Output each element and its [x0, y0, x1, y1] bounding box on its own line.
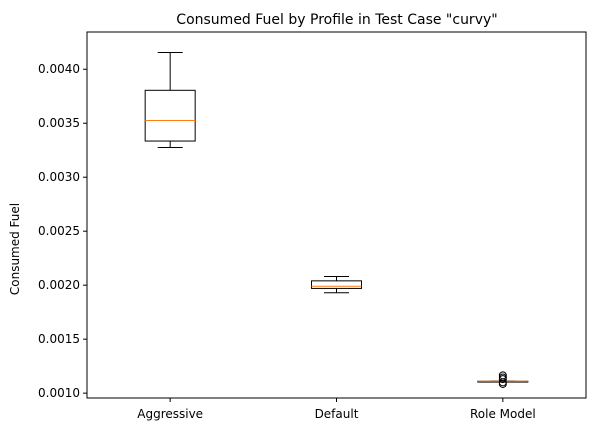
y-tick-label: 0.0035	[38, 116, 80, 130]
y-tick-label: 0.0015	[38, 332, 80, 346]
outlier-point	[498, 371, 507, 380]
x-tick-label: Default	[315, 407, 359, 421]
y-tick-label: 0.0040	[38, 62, 80, 76]
plot-area: 0.0010 0.0015 0.0020 0.0025 0.0030 0.0035 0.00…	[38, 52, 536, 421]
chart-title: Consumed Fuel by Profile in Test Case "c…	[176, 12, 497, 28]
y-tick-label: 0.0025	[38, 224, 80, 238]
box-iqr	[144, 89, 196, 142]
x-tick-label: Role Model	[470, 407, 536, 421]
y-tick-label: 0.0020	[38, 278, 80, 292]
x-tick-label: Aggressive	[137, 407, 203, 421]
y-tick-label: 0.0010	[38, 386, 80, 400]
y-axis-label: Consumed Fuel	[8, 203, 22, 295]
y-tick-label: 0.0030	[38, 170, 80, 184]
box-iqr	[311, 280, 362, 289]
plot-frame	[86, 31, 587, 399]
outlier-point	[498, 373, 507, 382]
